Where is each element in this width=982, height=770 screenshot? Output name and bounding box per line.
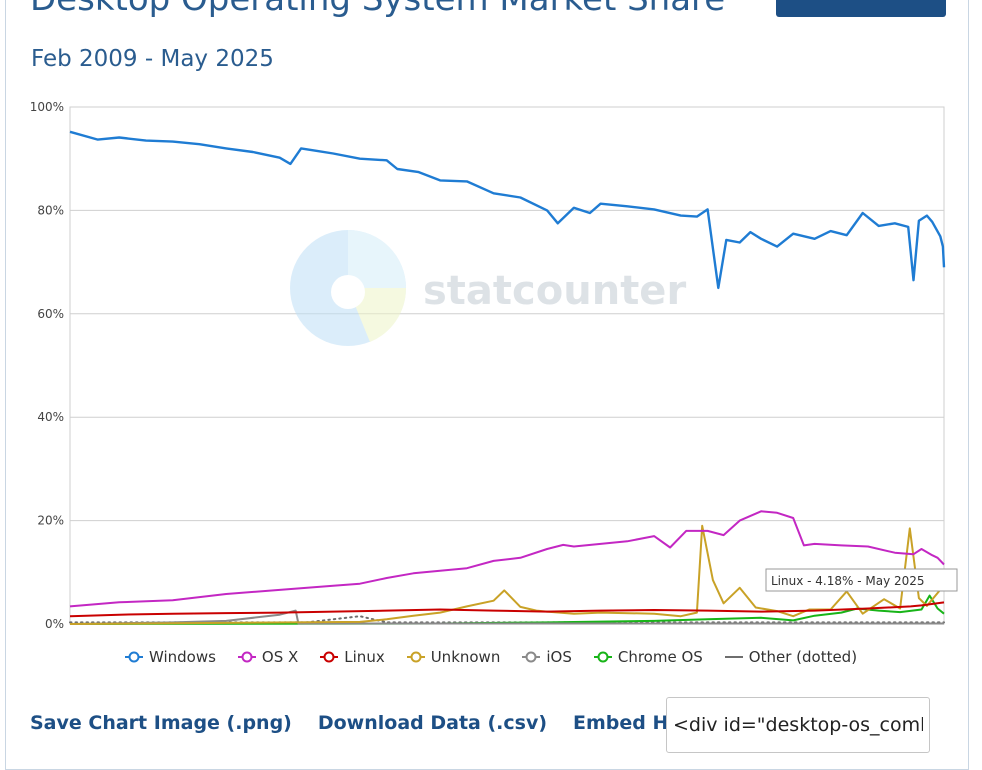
legend-label: Other (dotted)	[748, 648, 858, 666]
series-line-os-x	[69, 510, 945, 608]
watermark-logo-hole	[331, 275, 365, 309]
series-line-chrome-os	[69, 594, 945, 625]
action-links: Save Chart Image (.png) Download Data (.…	[30, 712, 712, 734]
grid: 0% 20% 40% 60% 80% 100%	[30, 100, 945, 631]
y-tick-label: 60%	[37, 307, 64, 321]
legend-item-other-dotted-[interactable]: Other (dotted)	[724, 648, 858, 666]
plot-area-border	[69, 106, 945, 625]
legend-label: Unknown	[430, 648, 501, 666]
chart-tooltip: Linux - 4.18% - May 2025	[765, 568, 958, 592]
legend-item-windows[interactable]: Windows	[124, 648, 216, 666]
legend-marker-circle	[323, 651, 335, 663]
legend-item-unknown[interactable]: Unknown	[406, 648, 501, 666]
legend-marker-icon	[593, 651, 612, 663]
statcounter-watermark: statcounter	[290, 230, 686, 346]
series-line-linux	[69, 601, 945, 618]
legend-label: Windows	[148, 648, 216, 666]
legend-marker-circle	[410, 651, 422, 663]
legend-item-os-x[interactable]: OS X	[237, 648, 299, 666]
download-data-link[interactable]: Download Data (.csv)	[317, 712, 548, 734]
legend-marker-icon	[724, 651, 743, 663]
legend-marker-icon	[522, 651, 541, 663]
y-tick-label: 0%	[45, 617, 64, 631]
watermark-logo-segment-bottom	[348, 288, 407, 342]
y-tick-label: 20%	[37, 514, 64, 528]
chart-subtitle: Feb 2009 - May 2025	[31, 46, 274, 72]
y-tick-label: 80%	[37, 203, 64, 217]
legend-marker-icon	[406, 651, 425, 663]
watermark-logo-segment-top	[348, 230, 406, 288]
legend-marker-icon	[124, 651, 143, 663]
legend-label: Chrome OS	[617, 648, 703, 666]
legend-marker-circle	[128, 651, 140, 663]
save-chart-image-link[interactable]: Save Chart Image (.png)	[30, 712, 292, 734]
tooltip-box	[765, 568, 958, 592]
legend-item-linux[interactable]: Linux	[320, 648, 385, 666]
tooltip-text: Linux - 4.18% - May 2025	[771, 574, 925, 588]
legend-item-chrome-os[interactable]: Chrome OS	[593, 648, 703, 666]
legend-marker-circle	[597, 651, 609, 663]
chart-legend: Windows OS X Linux Unknown iOS Chrome OS Other…	[0, 645, 982, 669]
series-layer	[69, 130, 946, 625]
line-chart: 0% 20% 40% 60% 80% 100% statcounter Linux - 4…	[30, 100, 958, 631]
legend-label: iOS	[546, 648, 572, 666]
series-line-unknown	[69, 524, 945, 625]
legend-marker-icon	[237, 651, 256, 663]
series-line-windows	[69, 130, 946, 290]
series-line-other-dotted-	[69, 615, 945, 624]
legend-item-ios[interactable]: iOS	[522, 648, 572, 666]
embed-code-field[interactable]	[666, 697, 930, 753]
chart-panel	[5, 0, 969, 770]
top-action-button[interactable]	[776, 0, 946, 17]
legend-label: OS X	[261, 648, 299, 666]
legend-label: Linux	[344, 648, 385, 666]
legend-marker-icon	[320, 651, 339, 663]
y-tick-label: 100%	[30, 100, 64, 114]
legend-marker-circle	[241, 651, 253, 663]
legend-marker-circle	[525, 651, 537, 663]
chart-title: Desktop Operating System Market Share	[30, 0, 725, 16]
y-tick-label: 40%	[37, 410, 64, 424]
watermark-text: statcounter	[423, 268, 686, 314]
